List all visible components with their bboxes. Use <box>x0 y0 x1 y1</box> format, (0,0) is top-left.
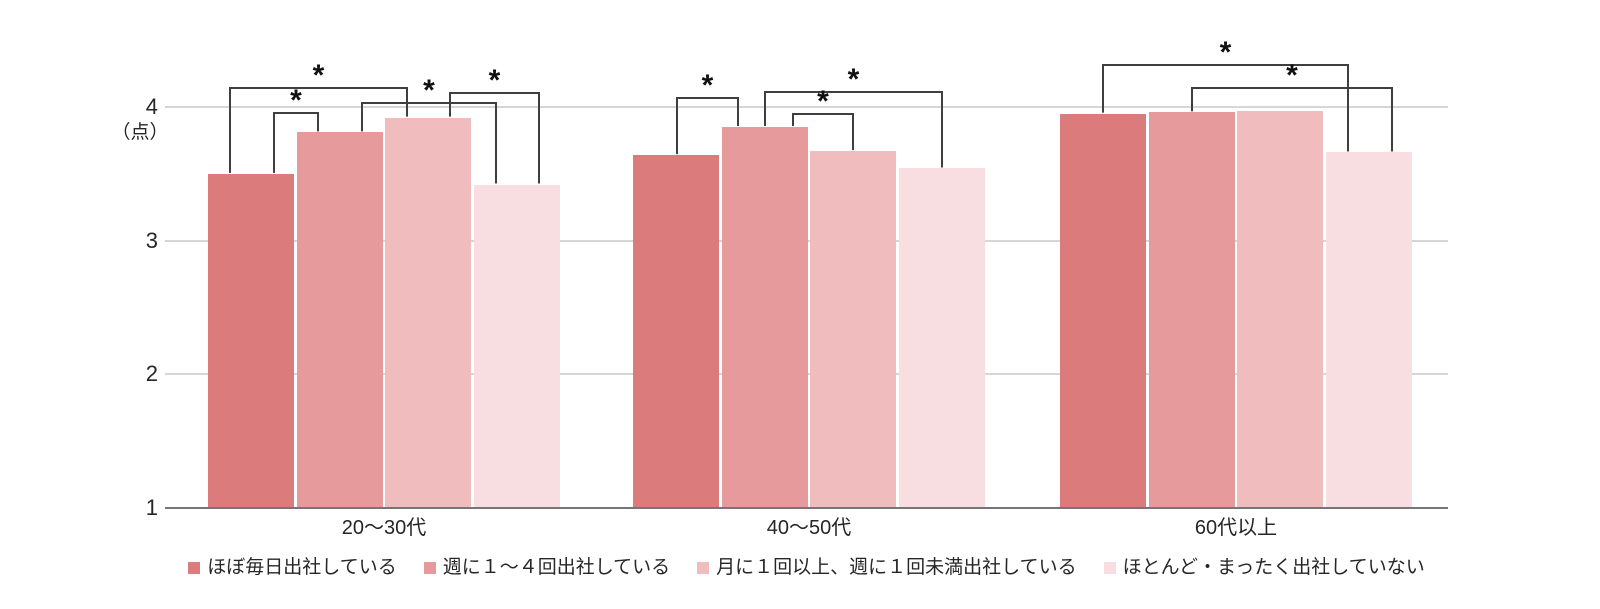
bar <box>810 151 897 508</box>
x-axis-category-label: 20～30代 <box>341 517 427 539</box>
significance-asterisk: * <box>1219 36 1232 69</box>
x-axis-category-label: 40～50代 <box>766 517 852 539</box>
chart-legend: ほぼ毎日出社している 週に１～４回出社している 月に１回以上、週に１回未満出社してい… <box>165 556 1448 580</box>
legend-label: ほとんど・まったく出社していない <box>1122 557 1425 578</box>
significance-bracket <box>1102 64 1349 152</box>
legend-swatch <box>697 562 710 574</box>
y-axis-tick-label: 3 <box>145 227 158 253</box>
significance-bracket <box>676 97 739 155</box>
legend-item: ほぼ毎日出社している <box>188 556 397 580</box>
bar <box>1326 152 1413 508</box>
significance-asterisk: * <box>290 84 302 117</box>
significance-bracket <box>361 102 497 184</box>
bar <box>899 168 986 508</box>
significance-asterisk: * <box>423 74 435 107</box>
bar <box>721 127 808 508</box>
significance-bracket <box>449 92 540 184</box>
x-axis-category-label: 60代以上 <box>1194 517 1278 539</box>
legend-label: ほぼ毎日出社している <box>207 557 397 578</box>
bar <box>208 173 294 508</box>
bar <box>1237 111 1324 508</box>
significance-bracket <box>1191 87 1393 152</box>
significance-bracket <box>792 113 854 151</box>
legend-item: 月に１回以上、週に１回未満出社している <box>697 556 1077 580</box>
bar <box>474 184 561 508</box>
significance-asterisk: * <box>847 63 860 96</box>
significance-bracket <box>273 112 319 173</box>
y-axis-tick-label: 4 <box>145 93 158 119</box>
gridline <box>165 105 1448 108</box>
y-axis-tick-label: 2 <box>145 361 158 387</box>
bar <box>1148 112 1235 508</box>
legend-swatch <box>188 562 201 574</box>
x-axis-line <box>165 507 1448 509</box>
legend-swatch <box>423 562 436 574</box>
significance-asterisk: * <box>1286 59 1298 92</box>
significance-bracket <box>764 91 943 168</box>
bar <box>633 155 719 508</box>
significance-asterisk: * <box>488 64 501 97</box>
significance-asterisk: * <box>701 69 714 102</box>
significance-asterisk: * <box>312 59 325 92</box>
y-axis-tick-label: 1 <box>145 495 158 520</box>
legend-item: 週に１～４回出社している <box>423 556 671 580</box>
bar <box>385 117 472 508</box>
legend-label: 週に１～４回出社している <box>442 557 671 578</box>
bar <box>296 132 383 508</box>
legend-label: 月に１回以上、週に１回未満出社している <box>716 557 1077 578</box>
legend-item: ほとんど・まったく出社していない <box>1103 556 1425 580</box>
bar <box>1060 113 1146 508</box>
y-axis-unit-label: （点） <box>111 122 169 143</box>
significance-asterisk: * <box>817 85 829 118</box>
legend-swatch <box>1103 562 1116 574</box>
